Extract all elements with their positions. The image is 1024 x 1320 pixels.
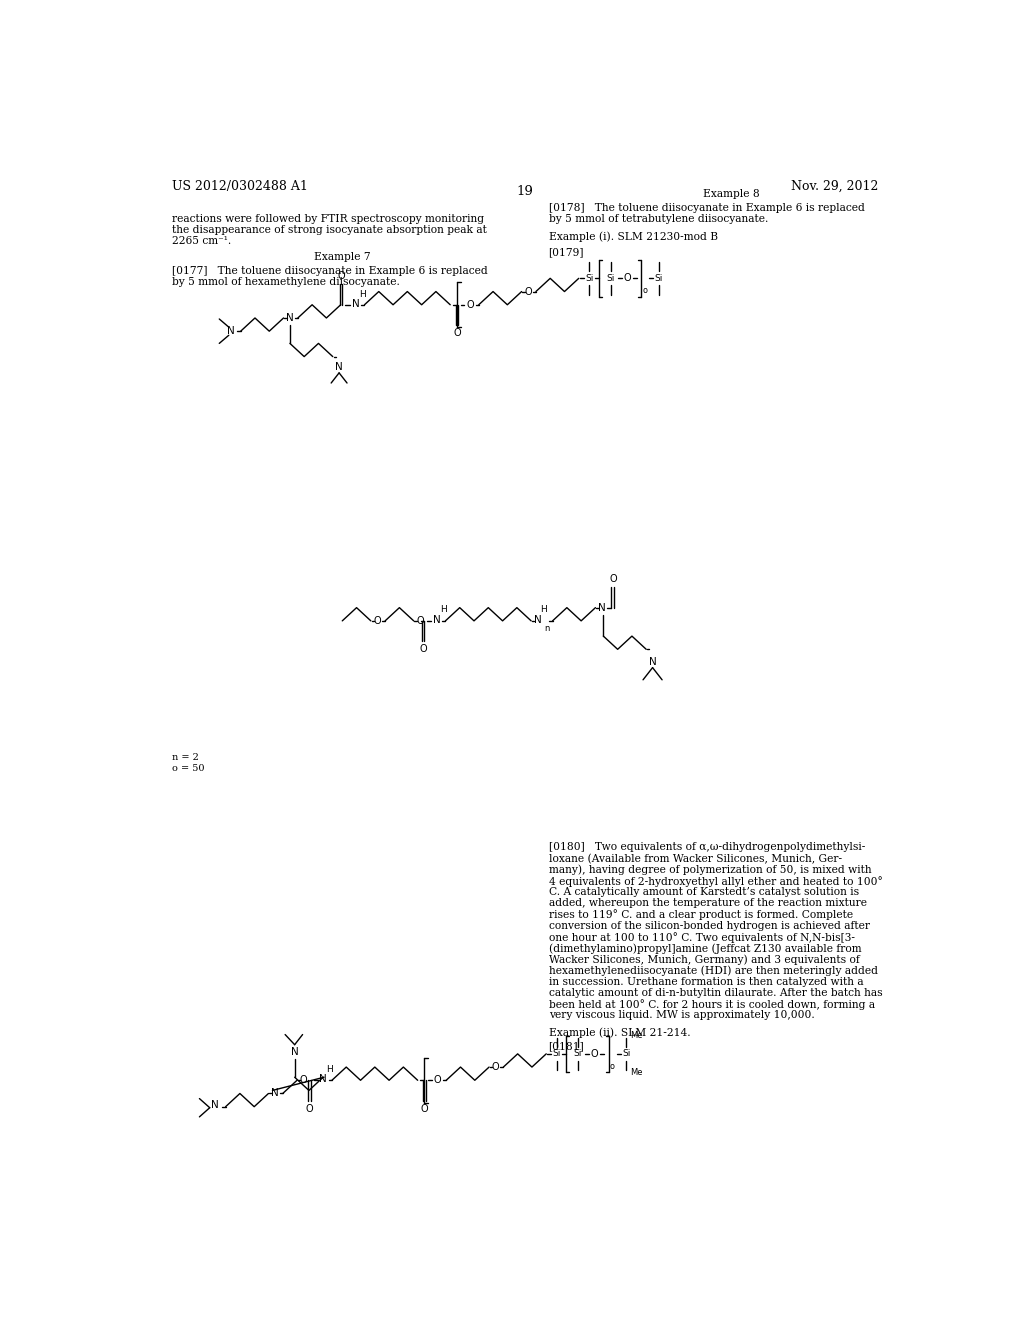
Text: N: N [227, 326, 236, 337]
Text: n = 2: n = 2 [172, 752, 199, 762]
Text: N: N [352, 298, 359, 309]
Text: Si: Si [552, 1049, 561, 1059]
Text: reactions were followed by FTIR spectroscopy monitoring: reactions were followed by FTIR spectros… [172, 214, 483, 224]
Text: Nov. 29, 2012: Nov. 29, 2012 [791, 180, 878, 193]
Text: o: o [642, 286, 647, 296]
Text: 2265 cm⁻¹.: 2265 cm⁻¹. [172, 236, 230, 246]
Text: O: O [338, 272, 345, 281]
Text: O: O [416, 616, 424, 626]
Text: Si: Si [573, 1049, 583, 1059]
Text: Si: Si [654, 273, 664, 282]
Text: N: N [286, 313, 294, 323]
Text: N: N [335, 362, 343, 372]
Text: O: O [420, 644, 427, 655]
Text: [0180]   Two equivalents of α,ω-dihydrogenpolydimethylsi-: [0180] Two equivalents of α,ω-dihydrogen… [549, 842, 865, 853]
Text: N: N [433, 615, 440, 624]
Text: o: o [609, 1061, 614, 1071]
Text: conversion of the silicon-bonded hydrogen is achieved after: conversion of the silicon-bonded hydroge… [549, 921, 869, 931]
Text: O: O [421, 1104, 429, 1114]
Text: N: N [648, 656, 656, 667]
Text: by 5 mmol of hexamethylene diisocyanate.: by 5 mmol of hexamethylene diisocyanate. [172, 277, 399, 288]
Text: N: N [598, 603, 605, 612]
Text: n: n [545, 624, 550, 634]
Text: many), having degree of polymerization of 50, is mixed with: many), having degree of polymerization o… [549, 865, 871, 875]
Text: [0178]   The toluene diisocyanate in Example 6 is replaced: [0178] The toluene diisocyanate in Examp… [549, 203, 864, 213]
Text: added, whereupon the temperature of the reaction mixture: added, whereupon the temperature of the … [549, 899, 866, 908]
Text: very viscous liquid. MW is approximately 10,000.: very viscous liquid. MW is approximately… [549, 1010, 814, 1020]
Text: O: O [374, 616, 381, 626]
Text: by 5 mmol of tetrabutylene diisocyanate.: by 5 mmol of tetrabutylene diisocyanate. [549, 214, 768, 224]
Text: H: H [439, 605, 446, 614]
Text: Si: Si [623, 1049, 631, 1059]
Text: hexamethylenediisocyanate (HDI) are then meteringly added: hexamethylenediisocyanate (HDI) are then… [549, 965, 878, 975]
Text: O: O [466, 300, 474, 310]
Text: Me: Me [631, 1068, 643, 1077]
Text: N: N [319, 1074, 327, 1084]
Text: [0177]   The toluene diisocyanate in Example 6 is replaced: [0177] The toluene diisocyanate in Examp… [172, 267, 487, 276]
Text: N: N [534, 615, 542, 624]
Text: O: O [300, 1076, 307, 1085]
Text: H: H [327, 1065, 333, 1073]
Text: loxane (Available from Wacker Silicones, Munich, Ger-: loxane (Available from Wacker Silicones,… [549, 854, 842, 865]
Text: US 2012/0302488 A1: US 2012/0302488 A1 [172, 180, 307, 193]
Text: H: H [358, 290, 366, 300]
Text: O: O [609, 574, 616, 585]
Text: N: N [211, 1100, 219, 1110]
Text: the disappearance of strong isocyanate absorption peak at: the disappearance of strong isocyanate a… [172, 224, 486, 235]
Text: one hour at 100 to 110° C. Two equivalents of N,N-bis[3-: one hour at 100 to 110° C. Two equivalen… [549, 932, 855, 942]
Text: Example 7: Example 7 [314, 252, 371, 261]
Text: H: H [541, 605, 547, 614]
Text: Si: Si [606, 273, 614, 282]
Text: o = 50: o = 50 [172, 764, 204, 774]
Text: catalytic amount of di-n-butyltin dilaurate. After the batch has: catalytic amount of di-n-butyltin dilaur… [549, 987, 883, 998]
Text: Wacker Silicones, Munich, Germany) and 3 equivalents of: Wacker Silicones, Munich, Germany) and 3… [549, 954, 859, 965]
Text: O: O [524, 286, 531, 297]
Text: been held at 100° C. for 2 hours it is cooled down, forming a: been held at 100° C. for 2 hours it is c… [549, 999, 874, 1010]
Text: [0179]: [0179] [549, 247, 584, 257]
Text: in succession. Urethane formation is then catalyzed with a: in succession. Urethane formation is the… [549, 977, 863, 986]
Text: rises to 119° C. and a clear product is formed. Complete: rises to 119° C. and a clear product is … [549, 909, 853, 920]
Text: O: O [591, 1049, 598, 1059]
Text: C. A catalytically amount of Karstedt’s catalyst solution is: C. A catalytically amount of Karstedt’s … [549, 887, 859, 898]
Text: Example 8: Example 8 [702, 189, 760, 199]
Text: Me: Me [631, 1031, 643, 1040]
Text: O: O [454, 329, 461, 338]
Text: N: N [291, 1047, 299, 1057]
Text: O: O [624, 273, 631, 284]
Text: [0181]: [0181] [549, 1041, 585, 1052]
Text: N: N [271, 1089, 279, 1098]
Text: Example (i). SLM 21230-mod B: Example (i). SLM 21230-mod B [549, 231, 718, 242]
Text: O: O [434, 1076, 441, 1085]
Text: (dimethylamino)propyl]amine (Jeffcat Z130 available from: (dimethylamino)propyl]amine (Jeffcat Z13… [549, 942, 861, 953]
Text: Si: Si [585, 273, 593, 282]
Text: 19: 19 [516, 185, 534, 198]
Text: Example (ii). SLM 21-214.: Example (ii). SLM 21-214. [549, 1027, 690, 1038]
Text: O: O [306, 1104, 313, 1114]
Text: 4 equivalents of 2-hydroxyethyl allyl ether and heated to 100°: 4 equivalents of 2-hydroxyethyl allyl et… [549, 876, 883, 887]
Text: O: O [492, 1063, 500, 1072]
